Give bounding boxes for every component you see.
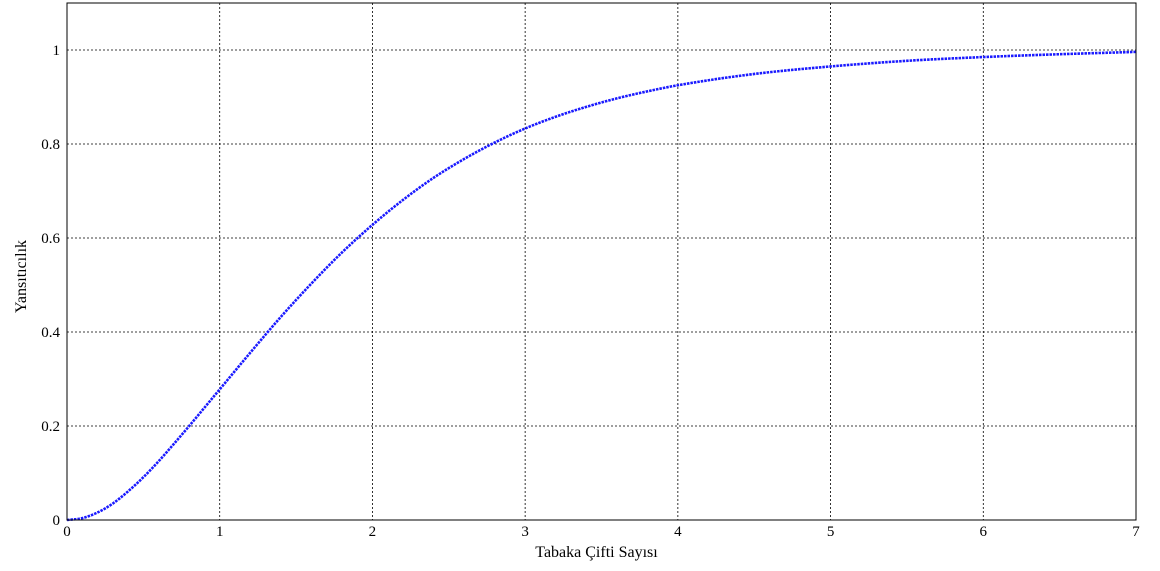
y-axis-label: Yansıtıcılık xyxy=(13,240,30,313)
x-tick-label: 7 xyxy=(1132,524,1140,540)
y-tick-label: 0.2 xyxy=(41,419,60,435)
y-tick-label: 0.4 xyxy=(41,325,60,341)
tick-labels: 0 1 2 3 4 5 6 7 0 0.2 0.4 0.6 0.8 1 xyxy=(41,43,1140,540)
x-tick-label: 3 xyxy=(521,524,529,540)
y-tick-label: 0.6 xyxy=(41,231,60,247)
x-tick-label: 4 xyxy=(674,524,682,540)
x-tick-label: 2 xyxy=(369,524,377,540)
x-tick-label: 1 xyxy=(216,524,224,540)
x-tick-label: 0 xyxy=(63,524,71,540)
x-tick-label: 6 xyxy=(980,524,988,540)
reflectance-series-line xyxy=(66,50,1137,522)
y-tick-label: 0 xyxy=(53,513,61,529)
y-tick-label: 1 xyxy=(53,43,61,59)
y-tick-label: 0.8 xyxy=(41,137,60,153)
plot-frame xyxy=(66,2,1137,521)
x-axis-label: Tabaka Çifti Sayısı xyxy=(535,544,658,561)
grid xyxy=(67,3,1136,520)
series-layer xyxy=(66,50,1137,522)
x-tick-label: 5 xyxy=(827,524,835,540)
